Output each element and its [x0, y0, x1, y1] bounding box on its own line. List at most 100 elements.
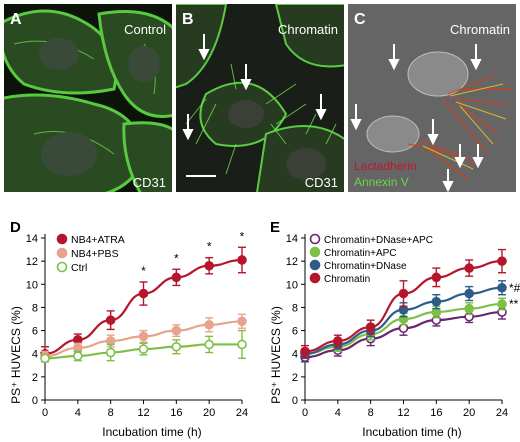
significance-annotation: **: [509, 297, 519, 311]
x-tick-label: 8: [368, 407, 374, 419]
x-tick-label: 12: [397, 407, 409, 419]
legend-label: Chromatin+DNase: [324, 261, 407, 272]
data-point: [431, 272, 442, 283]
x-tick-label: 20: [463, 407, 475, 419]
chart-d-ylabel: PS⁺ HUVECS (%): [9, 306, 23, 404]
significance-annotation: *: [240, 229, 245, 243]
data-point: [464, 303, 474, 314]
panel-c-letter: C: [354, 11, 366, 28]
data-point: [497, 256, 507, 266]
chart-d: D PS⁺ HUVECS (%) Incubation time (h) 0 4 8…: [9, 219, 248, 439]
y-tick-label: 10: [286, 279, 298, 291]
legend-label: Chromatin+DNase+APC: [324, 235, 433, 246]
chart-e-container: E PS⁺ HUVECS (%) Incubation time (h) 0 4 8…: [260, 210, 520, 442]
panel-b-label-bottom: CD31: [305, 175, 338, 190]
x-tick-label: 16: [170, 407, 182, 419]
y-tick-label: 0: [292, 395, 298, 407]
chart-d-xlabel: Incubation time (h): [102, 425, 201, 439]
panel-a-image: A Control CD31: [4, 4, 172, 192]
chart-d-letter: D: [10, 219, 21, 236]
legend-label: Chromatin+APC: [324, 248, 397, 259]
panel-c-label-top: Chromatin: [450, 22, 510, 37]
significance-annotation: *#: [509, 281, 520, 295]
legend-label: NB4+PBS: [71, 248, 119, 260]
data-point: [171, 272, 182, 283]
data-point: [138, 344, 149, 354]
y-tick-label: 8: [32, 302, 38, 314]
significance-annotation: *: [207, 240, 212, 254]
x-tick-label: 24: [236, 407, 248, 419]
data-point: [237, 255, 247, 265]
significance-annotation: *: [141, 264, 146, 278]
data-point: [40, 353, 50, 364]
panel-a-letter: A: [10, 11, 22, 28]
panel-b-letter: B: [182, 11, 194, 28]
data-point: [204, 319, 214, 330]
data-point: [204, 339, 214, 350]
legend-marker: [56, 247, 68, 259]
panel-c-legend-red: Lactadherin: [354, 159, 417, 173]
data-point: [138, 331, 149, 342]
x-tick-label: 4: [75, 407, 81, 419]
y-tick-label: 2: [32, 372, 38, 384]
x-tick-label: 8: [108, 407, 114, 419]
panel-a-label-bottom: CD31: [133, 175, 166, 190]
y-tick-label: 10: [26, 279, 38, 291]
x-tick-label: 20: [203, 407, 215, 419]
legend-label: Chromatin: [324, 274, 370, 285]
y-tick-label: 12: [286, 256, 298, 268]
x-tick-label: 0: [42, 407, 48, 419]
data-point: [365, 322, 376, 332]
y-tick-label: 0: [32, 395, 38, 407]
chart-e-xlabel: Incubation time (h): [362, 425, 461, 439]
x-tick-label: 4: [335, 407, 341, 419]
x-tick-label: 24: [496, 407, 508, 419]
chart-d-container: D PS⁺ HUVECS (%) Incubation time (h) 0 4 8…: [0, 210, 260, 442]
y-tick-label: 14: [26, 233, 38, 245]
data-point: [464, 288, 474, 299]
significance-annotation: *: [174, 251, 179, 265]
data-point: [497, 282, 507, 293]
legend-marker: [309, 233, 321, 245]
legend-marker: [309, 259, 321, 271]
panel-c-micrograph: C Chromatin Lactadherin Annexin V: [348, 4, 516, 192]
data-point: [105, 347, 116, 358]
panel-a-label-top: Control: [124, 22, 166, 37]
data-point: [464, 263, 474, 273]
chart-e-letter: E: [270, 219, 280, 236]
data-point: [300, 346, 310, 357]
data-point: [73, 351, 83, 361]
y-tick-label: 2: [292, 372, 298, 384]
data-point: [204, 260, 214, 271]
data-point: [171, 341, 182, 352]
data-point: [138, 288, 149, 299]
y-tick-label: 6: [292, 326, 298, 338]
panel-b-micrograph: B Chromatin CD31: [176, 4, 344, 192]
panel-a-micrograph: A Control CD31: [4, 4, 172, 192]
panel-b-label-top: Chromatin: [278, 22, 338, 37]
x-tick-label: 16: [430, 407, 442, 419]
chart-e: E PS⁺ HUVECS (%) Incubation time (h) 0 4 8…: [269, 219, 520, 439]
y-tick-label: 4: [32, 349, 38, 361]
y-tick-label: 6: [32, 326, 38, 338]
data-point: [105, 315, 116, 325]
chart-e-ylabel: PS⁺ HUVECS (%): [269, 306, 283, 404]
data-point: [497, 299, 507, 309]
panel-c-legend-green: Annexin V: [354, 175, 409, 189]
data-point: [237, 339, 247, 350]
legend-label: Ctrl: [71, 262, 87, 274]
legend-label: NB4+ATRA: [71, 234, 125, 246]
data-point: [431, 296, 442, 307]
data-point: [333, 336, 343, 346]
data-point: [237, 316, 247, 327]
legend-marker: [56, 261, 68, 273]
x-tick-label: 0: [302, 407, 308, 419]
data-point: [171, 325, 182, 336]
panel-b-image: B Chromatin CD31: [176, 4, 344, 192]
y-tick-label: 14: [286, 233, 298, 245]
y-tick-label: 12: [26, 256, 38, 268]
x-tick-label: 12: [137, 407, 149, 419]
y-tick-label: 8: [292, 302, 298, 314]
legend-marker: [309, 246, 321, 258]
y-tick-label: 4: [292, 349, 298, 361]
